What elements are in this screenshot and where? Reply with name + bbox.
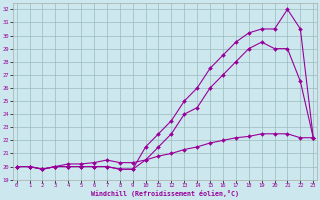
X-axis label: Windchill (Refroidissement éolien,°C): Windchill (Refroidissement éolien,°C)	[91, 190, 239, 197]
